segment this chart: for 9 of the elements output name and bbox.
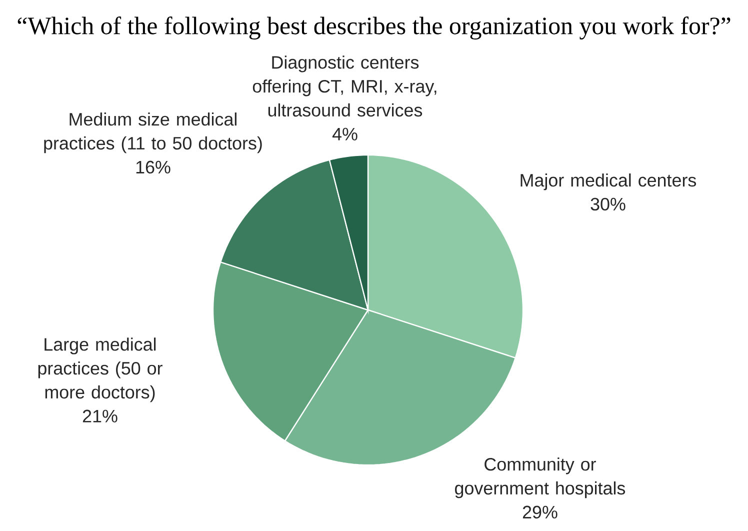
slice-label: Community or government hospitals [455,458,626,498]
chart-title: “Which of the following best describes the organization you work for?” [18,16,730,40]
data-label: 30% [590,198,626,211]
data-label: 4% [332,128,358,140]
slice-label: Large medical practices (50 or more doctors) [38,338,162,402]
data-label: 21% [82,410,118,422]
data-label: 29% [522,506,558,518]
slice-label: Major medical centers [520,173,696,190]
data-label: 16% [136,160,170,174]
